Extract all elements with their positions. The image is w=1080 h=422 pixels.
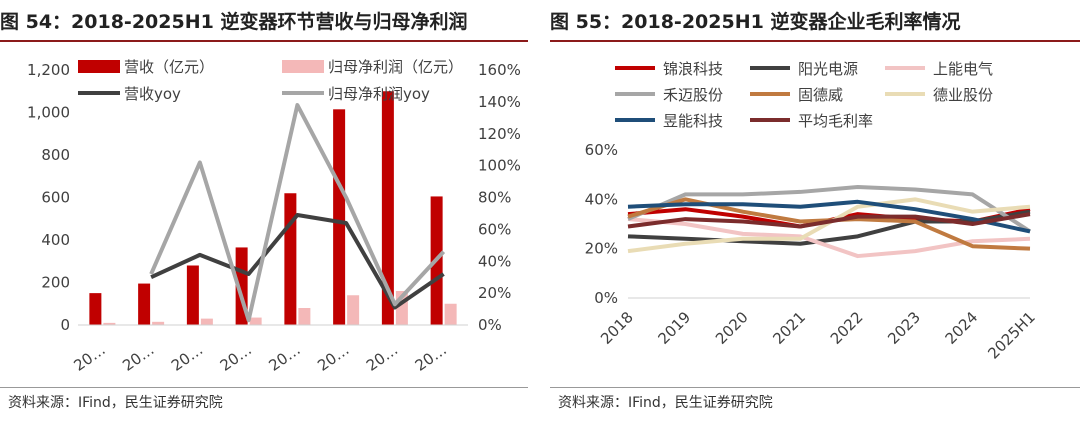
left-x-tick-label: 20…	[70, 341, 108, 375]
revenue-bar	[186, 265, 199, 325]
left-y-tick-label: 400	[41, 231, 70, 249]
margin-line	[627, 185, 1032, 234]
legend-label: 平均毛利率	[798, 112, 873, 130]
right-y-tick-label: 120%	[478, 125, 521, 143]
left-x-tick-label: 20…	[363, 341, 401, 375]
left-y-tick-label: 200	[41, 274, 70, 292]
right-footer-divider	[550, 387, 1080, 388]
margin-line	[627, 209, 1031, 246]
profit-bar	[249, 317, 262, 325]
right-chart-y-tick-label: 0%	[594, 289, 618, 307]
revenue-bar	[89, 293, 102, 325]
right-y-tick-label: 80%	[478, 189, 511, 207]
profit-bar	[298, 308, 311, 325]
right-chart-source: 资料来源：IFind，民生证券研究院	[558, 395, 773, 411]
profit-yoy-line	[149, 103, 446, 323]
left-y-tick-label: 800	[41, 146, 70, 164]
left-y-tick-label: 600	[41, 189, 70, 207]
legend-label: 昱能科技	[663, 112, 723, 130]
legend-label: 阳光电源	[798, 60, 858, 78]
left-x-tick-label: 20…	[217, 341, 255, 375]
legend-label: 德业股份	[933, 86, 993, 104]
right-chart-x-tick-label: 2020	[712, 308, 752, 348]
profit-bar	[200, 318, 213, 325]
revenue-bar	[284, 193, 297, 325]
right-chart-x-tick-label: 2022	[827, 308, 867, 348]
profit-bar	[444, 303, 457, 325]
right-chart-y-tick-label: 20%	[585, 240, 618, 258]
right-title-divider	[550, 40, 1080, 42]
left-y-tick-label: 1,200	[27, 61, 70, 79]
right-y-tick-label: 140%	[478, 93, 521, 111]
right-chart-x-tick-label: 2018	[597, 308, 637, 348]
right-y-tick-label: 0%	[478, 316, 502, 334]
right-chart-x-tick-label: 2023	[884, 308, 924, 348]
left-y-tick-label: 0	[60, 316, 70, 334]
left-chart-title: 图 54：2018-2025H1 逆变器环节营收与归母净利润	[0, 11, 468, 33]
right-y-tick-label: 100%	[478, 157, 521, 175]
revenue-yoy-line	[150, 213, 445, 310]
legend-revenue-label: 营收（亿元）	[124, 58, 214, 76]
right-chart-title: 图 55：2018-2025H1 逆变器企业毛利率情况	[550, 11, 961, 33]
left-x-tick-label: 20…	[314, 341, 352, 375]
legend-label: 禾迈股份	[663, 86, 723, 104]
margin-line	[627, 212, 1031, 229]
right-y-tick-label: 160%	[478, 61, 521, 79]
legend-revenue-swatch	[78, 60, 120, 73]
legend-label: 上能电气	[933, 60, 993, 78]
left-chart-svg: 0 200 400 600 800 1,000 1,200 0% 20% 40% 60% 80% 100…	[27, 58, 521, 375]
left-chart-panel: 图 54：2018-2025H1 逆变器环节营收与归母净利润 0 200 400 60…	[0, 0, 528, 422]
right-chart-x-tick-label: 2024	[942, 308, 982, 348]
right-chart-y-tick-label: 60%	[585, 141, 618, 159]
right-chart-y-tick-label: 40%	[585, 190, 618, 208]
left-x-tick-label: 20…	[119, 341, 157, 375]
profit-bar	[103, 322, 116, 325]
revenue-bar	[138, 283, 151, 325]
left-y-tick-label: 1,000	[27, 104, 70, 122]
right-chart-x-tick-label: 2021	[769, 308, 809, 348]
margin-line	[627, 199, 1031, 234]
right-y-tick-label: 20%	[478, 284, 511, 302]
left-x-tick-label: 20…	[168, 341, 206, 375]
revenue-bar	[381, 91, 394, 325]
right-chart-x-tick-label: 2025H1	[984, 308, 1038, 362]
legend-label: 固德威	[798, 86, 843, 104]
profit-bar	[347, 295, 360, 325]
right-y-tick-label: 40%	[478, 252, 511, 270]
legend-profit-swatch	[282, 60, 324, 73]
left-x-tick-label: 20…	[412, 341, 450, 375]
legend-profit-yoy-label: 归母净利润yoy	[328, 85, 430, 103]
profit-bar	[152, 321, 165, 325]
right-chart-x-tick-label: 2019	[655, 308, 695, 348]
revenue-bar	[333, 109, 346, 325]
legend-profit-label: 归母净利润（亿元）	[328, 58, 463, 76]
right-chart-panel: 图 55：2018-2025H1 逆变器企业毛利率情况 0% 20% 40% 60% 2…	[550, 0, 1080, 422]
legend-label: 锦浪科技	[663, 60, 723, 78]
left-title-divider	[0, 40, 528, 42]
right-y-tick-label: 60%	[478, 220, 511, 238]
right-chart-svg: 0% 20% 40% 60% 2018 2019 2020 2021 2022 2023 2024 2…	[585, 60, 1039, 363]
left-chart-source: 资料来源：IFind，民生证券研究院	[8, 395, 223, 411]
left-x-tick-label: 20…	[265, 341, 303, 375]
left-footer-divider	[0, 387, 528, 388]
legend-revenue-yoy-label: 营收yoy	[124, 85, 181, 103]
